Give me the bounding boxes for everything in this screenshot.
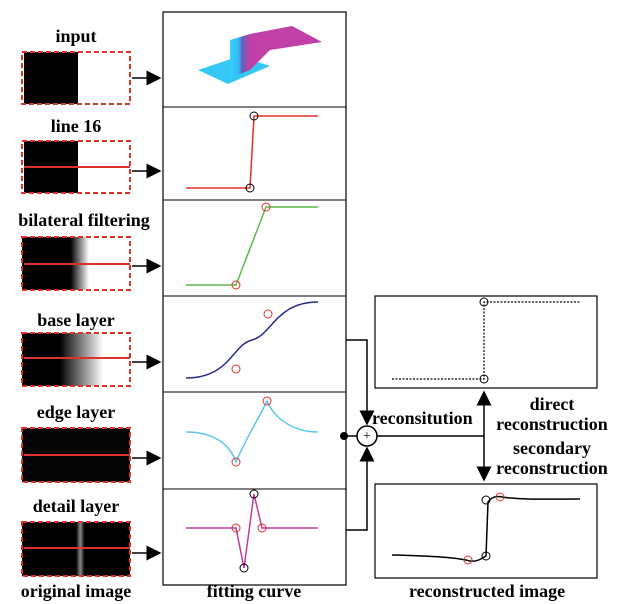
output-label: secondary: [513, 438, 591, 458]
operator: +: [363, 429, 371, 444]
row-label: edge layer: [37, 402, 115, 422]
connector: [346, 448, 367, 530]
reconstructed: [375, 296, 597, 578]
curve: [392, 302, 580, 379]
image: [24, 52, 78, 104]
output-label: direct: [530, 394, 575, 414]
curve: [186, 401, 318, 462]
diagram: input line 16 bilateral filtering base l…: [0, 0, 619, 604]
column-label: reconstructed image: [409, 581, 565, 601]
row-label: base layer: [37, 310, 114, 330]
row-label: detail layer: [33, 496, 119, 516]
combine-label: reconsitution: [372, 408, 473, 428]
image: [22, 333, 130, 386]
result-frame: [375, 484, 597, 578]
curve: [186, 207, 318, 285]
row-label: input: [55, 26, 96, 46]
column-label: original image: [21, 581, 132, 601]
fitting-column: [163, 12, 346, 585]
point: [232, 365, 240, 373]
arrows: [132, 78, 160, 553]
connector: [346, 340, 367, 424]
row-label: line 16: [51, 116, 102, 136]
curve: [392, 497, 580, 562]
output-label: reconstruction: [496, 458, 608, 478]
column-label: fitting curve: [207, 581, 301, 601]
combination: + reconsitution direct reconstruction se…: [340, 340, 608, 530]
result-frame: [375, 296, 597, 388]
curve: [186, 494, 318, 568]
point: [264, 310, 272, 318]
curve: [186, 302, 318, 378]
output-label: reconstruction: [496, 414, 608, 434]
row-label: bilateral filtering: [18, 210, 149, 230]
curve: [186, 116, 318, 188]
